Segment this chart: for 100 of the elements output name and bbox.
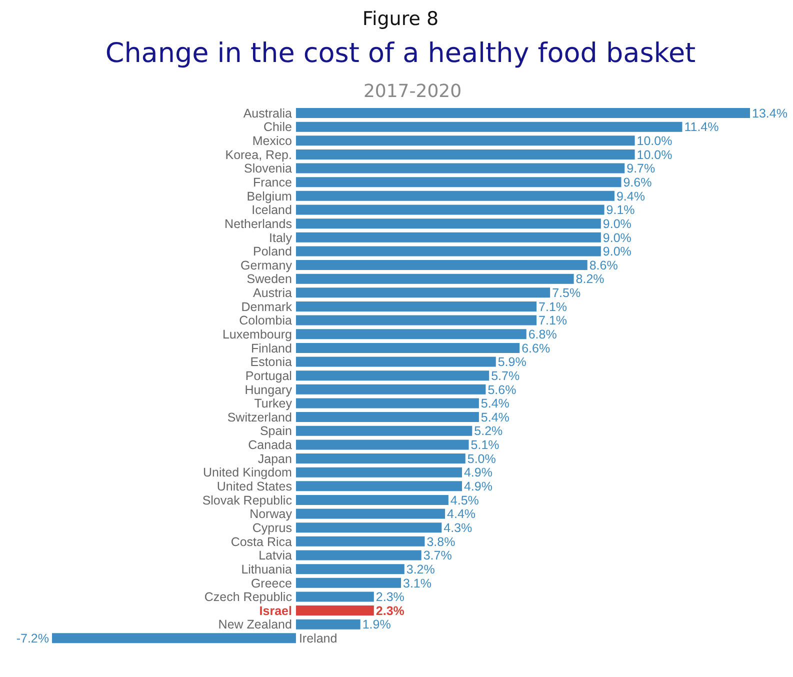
y-tick-label: Ireland bbox=[298, 632, 338, 646]
y-tick-label: United Kingdom bbox=[203, 466, 292, 480]
y-tick-label: Germany bbox=[240, 258, 293, 272]
y-tick-label: Estonia bbox=[250, 355, 292, 370]
bar bbox=[296, 149, 635, 160]
caption: Figure 8 bbox=[361, 8, 440, 30]
bar bbox=[296, 508, 446, 519]
y-tick-label: Austria bbox=[253, 286, 292, 300]
data-label: 7.1% bbox=[538, 314, 568, 328]
y-tick-label: Mexico bbox=[252, 134, 292, 148]
y-tick-label: Finland bbox=[250, 341, 292, 356]
data-label: 5.4% bbox=[480, 410, 510, 424]
y-tick-label: Lithuania bbox=[241, 562, 292, 576]
y-tick-label: Costa Rica bbox=[230, 534, 292, 549]
data-label: 9.0% bbox=[602, 244, 632, 259]
bar bbox=[296, 494, 448, 505]
y-tick-label: Spain bbox=[260, 424, 292, 438]
bar bbox=[296, 606, 374, 616]
bar bbox=[296, 564, 404, 574]
y-tick-label: Canada bbox=[248, 438, 292, 452]
y-tick-label: Slovenia bbox=[244, 162, 292, 176]
data-label: 5.2% bbox=[474, 424, 503, 438]
bar bbox=[296, 619, 360, 630]
y-tick-label: Switzerland bbox=[227, 410, 292, 424]
y-tick-label: Australia bbox=[243, 106, 292, 120]
bar bbox=[296, 481, 462, 492]
bar bbox=[296, 329, 526, 340]
bar bbox=[296, 315, 537, 326]
y-tick-label: Luxembourg bbox=[222, 328, 292, 342]
bar bbox=[296, 246, 601, 256]
chart-title: Change in the cost of a healthy food basket bbox=[104, 38, 697, 69]
bar bbox=[296, 342, 520, 353]
bar bbox=[296, 163, 625, 174]
bar bbox=[296, 288, 550, 298]
data-label: 3.2% bbox=[406, 562, 435, 576]
y-tick-label: United States bbox=[216, 480, 292, 494]
data-label: 7.5% bbox=[552, 286, 581, 300]
data-label: 3.8% bbox=[426, 534, 456, 549]
data-label: 11.4% bbox=[684, 120, 719, 134]
data-label: 5.7% bbox=[491, 368, 520, 383]
bar bbox=[296, 398, 479, 408]
data-label: 2.3% bbox=[376, 590, 404, 604]
y-tick-label: Norway bbox=[250, 507, 293, 522]
data-label: 9.6% bbox=[623, 175, 652, 190]
data-label: 6.8% bbox=[528, 328, 557, 342]
bar bbox=[296, 578, 401, 588]
bar bbox=[296, 412, 479, 422]
data-label: 4.9% bbox=[464, 480, 492, 494]
bar bbox=[296, 522, 442, 533]
bar bbox=[52, 633, 296, 644]
bar bbox=[296, 122, 682, 132]
y-tick-label: Colombia bbox=[239, 314, 292, 328]
y-tick-label: Latvia bbox=[258, 548, 292, 563]
data-label: 5.0% bbox=[467, 452, 496, 466]
bar bbox=[296, 190, 614, 201]
data-label: 5.6% bbox=[488, 382, 516, 397]
bar bbox=[296, 454, 466, 464]
bar bbox=[296, 536, 425, 546]
data-label: 3.1% bbox=[403, 576, 432, 590]
bar bbox=[296, 274, 574, 284]
data-label: 13.4% bbox=[752, 106, 788, 120]
data-label: 9.0% bbox=[602, 216, 632, 231]
data-label: 5.4% bbox=[480, 396, 510, 411]
y-tick-label: Netherlands bbox=[224, 216, 292, 231]
y-tick-label: Cyprus bbox=[252, 520, 292, 535]
data-label: 4.3% bbox=[444, 520, 472, 535]
data-label: -7.2% bbox=[16, 632, 49, 646]
data-label: 2.3% bbox=[376, 604, 404, 618]
bar bbox=[296, 108, 750, 118]
data-label: 3.7% bbox=[423, 548, 452, 563]
data-label: 1.9% bbox=[362, 618, 391, 632]
y-tick-label: Iceland bbox=[252, 203, 292, 218]
bar bbox=[296, 440, 469, 450]
data-label: 5.1% bbox=[470, 438, 500, 452]
y-tick-label: France bbox=[253, 175, 292, 190]
y-tick-label: Sweden bbox=[246, 272, 292, 286]
bar bbox=[296, 592, 374, 602]
data-label: 10.0% bbox=[636, 134, 672, 148]
y-tick-label: Hungary bbox=[244, 382, 293, 397]
y-tick-label: New Zealand bbox=[218, 618, 292, 632]
data-label: 8.6% bbox=[589, 258, 618, 272]
data-label: 7.1% bbox=[538, 300, 568, 314]
bar bbox=[296, 370, 490, 381]
chart-subtitle: 2017-2020 bbox=[362, 81, 463, 102]
bar bbox=[296, 232, 601, 242]
y-tick-label: Belgium bbox=[246, 189, 292, 204]
data-label: 5.9% bbox=[498, 355, 526, 370]
y-tick-label: Poland bbox=[253, 244, 292, 259]
bar bbox=[296, 550, 422, 560]
data-label: 4.5% bbox=[450, 493, 479, 508]
bar bbox=[296, 426, 472, 436]
bar bbox=[296, 204, 604, 215]
y-tick-label: Italy bbox=[269, 230, 293, 245]
bar bbox=[296, 301, 537, 312]
y-tick-label: Denmark bbox=[241, 300, 293, 314]
data-label: 9.0% bbox=[602, 230, 632, 245]
bar bbox=[296, 467, 462, 478]
y-tick-label: Greece bbox=[250, 576, 292, 590]
y-tick-label: Czech Republic bbox=[204, 590, 292, 604]
y-tick-label: Korea, Rep. bbox=[225, 148, 292, 162]
